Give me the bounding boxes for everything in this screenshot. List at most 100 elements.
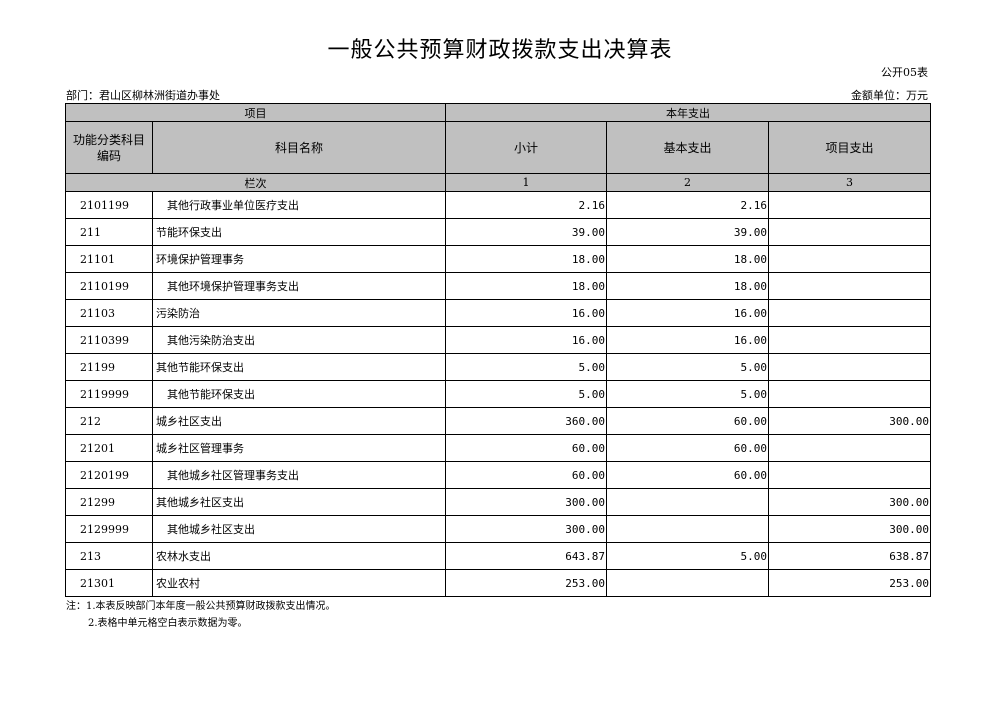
subtotal-cell: 18.00 (445, 245, 607, 273)
name-cell: 环境保护管理事务 (152, 245, 446, 273)
basic-cell: 5.00 (606, 542, 769, 570)
subtotal-cell: 360.00 (445, 407, 607, 435)
project-cell (768, 245, 931, 273)
basic-cell: 5.00 (606, 380, 769, 408)
code-cell: 213 (65, 542, 153, 570)
project-cell: 638.87 (768, 542, 931, 570)
code-cell: 211 (65, 218, 153, 246)
header-col2: 2 (606, 173, 769, 192)
name-cell: 其他节能环保支出 (152, 380, 446, 408)
code-cell: 21101 (65, 245, 153, 273)
name-cell: 其他城乡社区支出 (152, 488, 446, 516)
name-cell: 农林水支出 (152, 542, 446, 570)
table-row: 2101199 其他行政事业单位医疗支出 2.16 2.16 (65, 191, 931, 219)
table-row: 2120199 其他城乡社区管理事务支出 60.00 60.00 (65, 461, 931, 489)
basic-cell (606, 569, 769, 597)
name-cell: 其他城乡社区支出 (152, 515, 446, 543)
project-cell (768, 461, 931, 489)
page-title: 一般公共预算财政拨款支出决算表 (327, 38, 673, 63)
subtotal-cell: 643.87 (445, 542, 607, 570)
project-cell (768, 326, 931, 354)
header-item: 项目 (65, 103, 446, 122)
header-row-3: 栏次 1 2 3 (65, 173, 931, 192)
code-cell: 2110199 (65, 272, 153, 300)
basic-cell: 16.00 (606, 299, 769, 327)
project-cell (768, 353, 931, 381)
name-cell: 城乡社区支出 (152, 407, 446, 435)
code-cell: 2129999 (65, 515, 153, 543)
subtotal-cell: 16.00 (445, 299, 607, 327)
code-cell: 21299 (65, 488, 153, 516)
expenditure-table: 项目 本年支出 功能分类科目编码 科目名称 小计 基本支出 项目支出 栏次 1 … (65, 103, 931, 597)
name-cell: 城乡社区管理事务 (152, 434, 446, 462)
project-cell: 253.00 (768, 569, 931, 597)
name-cell: 污染防治 (152, 299, 446, 327)
table-row: 2110399 其他污染防治支出 16.00 16.00 (65, 326, 931, 354)
name-cell: 其他污染防治支出 (152, 326, 446, 354)
header-col3: 3 (768, 173, 931, 192)
code-cell: 21103 (65, 299, 153, 327)
name-cell: 其他环境保护管理事务支出 (152, 272, 446, 300)
basic-cell: 60.00 (606, 434, 769, 462)
subtotal-cell: 60.00 (445, 434, 607, 462)
table-row: 21301 农业农村 253.00 253.00 (65, 569, 931, 597)
header-subtotal: 小计 (445, 121, 607, 174)
code-cell: 2110399 (65, 326, 153, 354)
notes: 注：1.本表反映部门本年度一般公共预算财政拨款支出情况。 2.表格中单元格空白表… (66, 598, 336, 632)
header-row-2: 功能分类科目编码 科目名称 小计 基本支出 项目支出 (65, 121, 931, 174)
table-row: 212 城乡社区支出 360.00 60.00 300.00 (65, 407, 931, 435)
basic-cell: 39.00 (606, 218, 769, 246)
project-cell: 300.00 (768, 515, 931, 543)
header-name: 科目名称 (152, 121, 446, 174)
table-row: 211 节能环保支出 39.00 39.00 (65, 218, 931, 246)
note-1: 注：1.本表反映部门本年度一般公共预算财政拨款支出情况。 (66, 601, 336, 612)
unit-label: 金额单位：万元 (851, 89, 928, 102)
header-column-no: 栏次 (65, 173, 446, 192)
basic-cell: 60.00 (606, 407, 769, 435)
project-cell (768, 299, 931, 327)
subtotal-cell: 300.00 (445, 488, 607, 516)
code-cell: 2119999 (65, 380, 153, 408)
note-2: 2.表格中单元格空白表示数据为零。 (88, 618, 248, 629)
project-cell: 300.00 (768, 488, 931, 516)
department-label: 部门：君山区柳林洲街道办事处 (66, 89, 220, 102)
project-cell: 300.00 (768, 407, 931, 435)
table-number: 公开05表 (881, 66, 928, 79)
header-project: 项目支出 (768, 121, 931, 174)
basic-cell: 18.00 (606, 245, 769, 273)
subtotal-cell: 2.16 (445, 191, 607, 219)
project-cell (768, 380, 931, 408)
project-cell (768, 272, 931, 300)
header-col1: 1 (445, 173, 607, 192)
name-cell: 其他城乡社区管理事务支出 (152, 461, 446, 489)
subtotal-cell: 16.00 (445, 326, 607, 354)
code-cell: 2120199 (65, 461, 153, 489)
subtotal-cell: 5.00 (445, 353, 607, 381)
table-row: 21103 污染防治 16.00 16.00 (65, 299, 931, 327)
table-row: 2129999 其他城乡社区支出 300.00 300.00 (65, 515, 931, 543)
code-cell: 21301 (65, 569, 153, 597)
basic-cell (606, 488, 769, 516)
project-cell (768, 191, 931, 219)
project-cell (768, 434, 931, 462)
basic-cell: 16.00 (606, 326, 769, 354)
basic-cell: 5.00 (606, 353, 769, 381)
subtotal-cell: 5.00 (445, 380, 607, 408)
table-row: 21199 其他节能环保支出 5.00 5.00 (65, 353, 931, 381)
subtotal-cell: 300.00 (445, 515, 607, 543)
basic-cell: 2.16 (606, 191, 769, 219)
header-row-1: 项目 本年支出 (65, 103, 931, 122)
table-row: 2119999 其他节能环保支出 5.00 5.00 (65, 380, 931, 408)
name-cell: 其他行政事业单位医疗支出 (152, 191, 446, 219)
name-cell: 其他节能环保支出 (152, 353, 446, 381)
basic-cell: 18.00 (606, 272, 769, 300)
subtotal-cell: 60.00 (445, 461, 607, 489)
code-cell: 212 (65, 407, 153, 435)
code-cell: 21201 (65, 434, 153, 462)
header-current-year: 本年支出 (445, 103, 931, 122)
subtotal-cell: 253.00 (445, 569, 607, 597)
table-row: 21299 其他城乡社区支出 300.00 300.00 (65, 488, 931, 516)
subtotal-cell: 39.00 (445, 218, 607, 246)
basic-cell (606, 515, 769, 543)
header-basic: 基本支出 (606, 121, 769, 174)
